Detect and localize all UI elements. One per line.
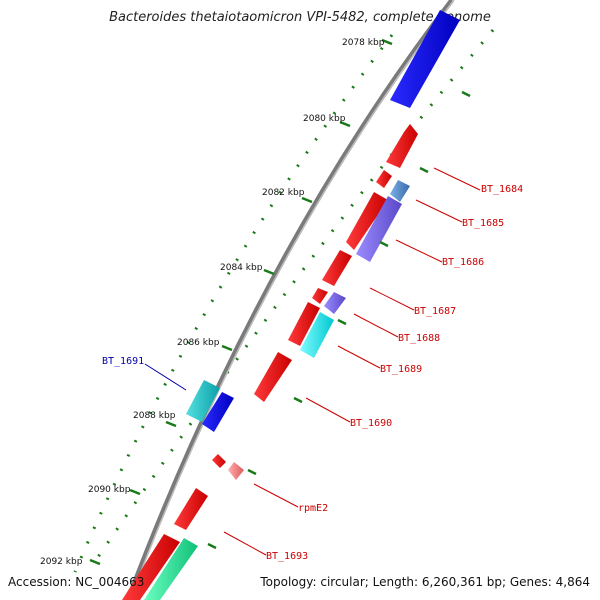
gene-arrow[interactable]	[356, 196, 402, 262]
gene-arrow[interactable]	[212, 454, 226, 468]
tick-label: 2080 kbp	[303, 114, 346, 124]
gene-arrow[interactable]	[174, 488, 208, 530]
tick-mark	[301, 196, 313, 204]
gene-arrow[interactable]	[390, 10, 460, 108]
genome-backbone	[125, 0, 454, 600]
gene-arrow[interactable]	[186, 380, 220, 422]
gene-label-bt-1685[interactable]: BT_1685	[462, 218, 504, 229]
gene-arrow[interactable]	[288, 302, 320, 346]
gene-labels: BT_1684 BT_1685 BT_1686 BT_1687 BT_1688 …	[102, 184, 523, 562]
tick-mark	[129, 488, 141, 496]
forward-strand-genes	[144, 10, 460, 600]
outer-dotted-ring	[94, 29, 495, 561]
leader-line	[305, 397, 351, 423]
gene-arrow[interactable]	[324, 292, 346, 314]
ruler: 2078 kbp 2080 kbp 2082 kbp 2084 kbp 2086…	[40, 38, 393, 567]
leader-line	[415, 199, 463, 223]
tick-mark	[263, 268, 275, 276]
tick-label: 2078 kbp	[342, 38, 385, 48]
gene-arrow[interactable]	[322, 250, 352, 286]
accession-text: Accession: NC_004663	[8, 575, 145, 589]
leader-line	[223, 531, 267, 556]
minor-ticks	[207, 90, 471, 550]
gene-label-rpme2[interactable]: rpmE2	[298, 503, 328, 514]
gene-label-bt-1687[interactable]: BT_1687	[414, 306, 456, 317]
tick-label: 2084 kbp	[220, 263, 263, 273]
gene-arrow[interactable]	[300, 312, 334, 358]
tick-mark	[165, 420, 177, 428]
tick-mark	[339, 120, 351, 128]
gene-label-bt-1688[interactable]: BT_1688	[398, 333, 440, 344]
leader-lines	[144, 167, 481, 556]
gene-label-bt-1689[interactable]: BT_1689	[380, 364, 422, 375]
gene-arrow[interactable]	[390, 180, 410, 202]
gene-label-bt-1691[interactable]: BT_1691	[102, 356, 144, 367]
tick-label: 2086 kbp	[177, 338, 220, 348]
gene-arrow[interactable]	[386, 124, 418, 168]
gene-label-bt-1684[interactable]: BT_1684	[481, 184, 523, 195]
leader-line	[337, 345, 381, 369]
gene-arrow[interactable]	[122, 534, 180, 600]
tick-mark	[89, 558, 101, 566]
gene-arrow[interactable]	[312, 288, 328, 304]
gene-arrow[interactable]	[346, 192, 388, 250]
reverse-strand-genes	[122, 380, 234, 600]
leader-line	[369, 287, 415, 311]
tick-mark	[381, 38, 393, 46]
gene-label-bt-1690[interactable]: BT_1690	[350, 418, 392, 429]
gene-arrow[interactable]	[144, 538, 198, 600]
gene-arrow[interactable]	[228, 462, 244, 480]
leader-line	[144, 363, 187, 391]
tick-mark	[221, 344, 233, 352]
leader-line	[395, 239, 443, 263]
gene-label-bt-1693[interactable]: BT_1693	[266, 551, 308, 562]
map-title: Bacteroides thetaiotaomicron VPI-5482, c…	[109, 10, 491, 25]
genome-backbone-highlight	[129, 0, 455, 600]
gene-arrow[interactable]	[202, 392, 234, 432]
gene-label-bt-1686[interactable]: BT_1686	[442, 257, 484, 268]
genome-summary-text: Topology: circular; Length: 6,260,361 bp…	[260, 575, 590, 589]
leader-line	[253, 483, 299, 508]
gene-arrow[interactable]	[254, 352, 292, 402]
tick-label: 2082 kbp	[262, 188, 305, 198]
tick-label: 2092 kbp	[40, 557, 83, 567]
leader-line	[353, 313, 399, 338]
gene-arrow[interactable]	[376, 170, 392, 188]
tick-label: 2088 kbp	[133, 411, 176, 421]
leader-line	[433, 167, 481, 191]
tick-label: 2090 kbp	[88, 485, 131, 495]
